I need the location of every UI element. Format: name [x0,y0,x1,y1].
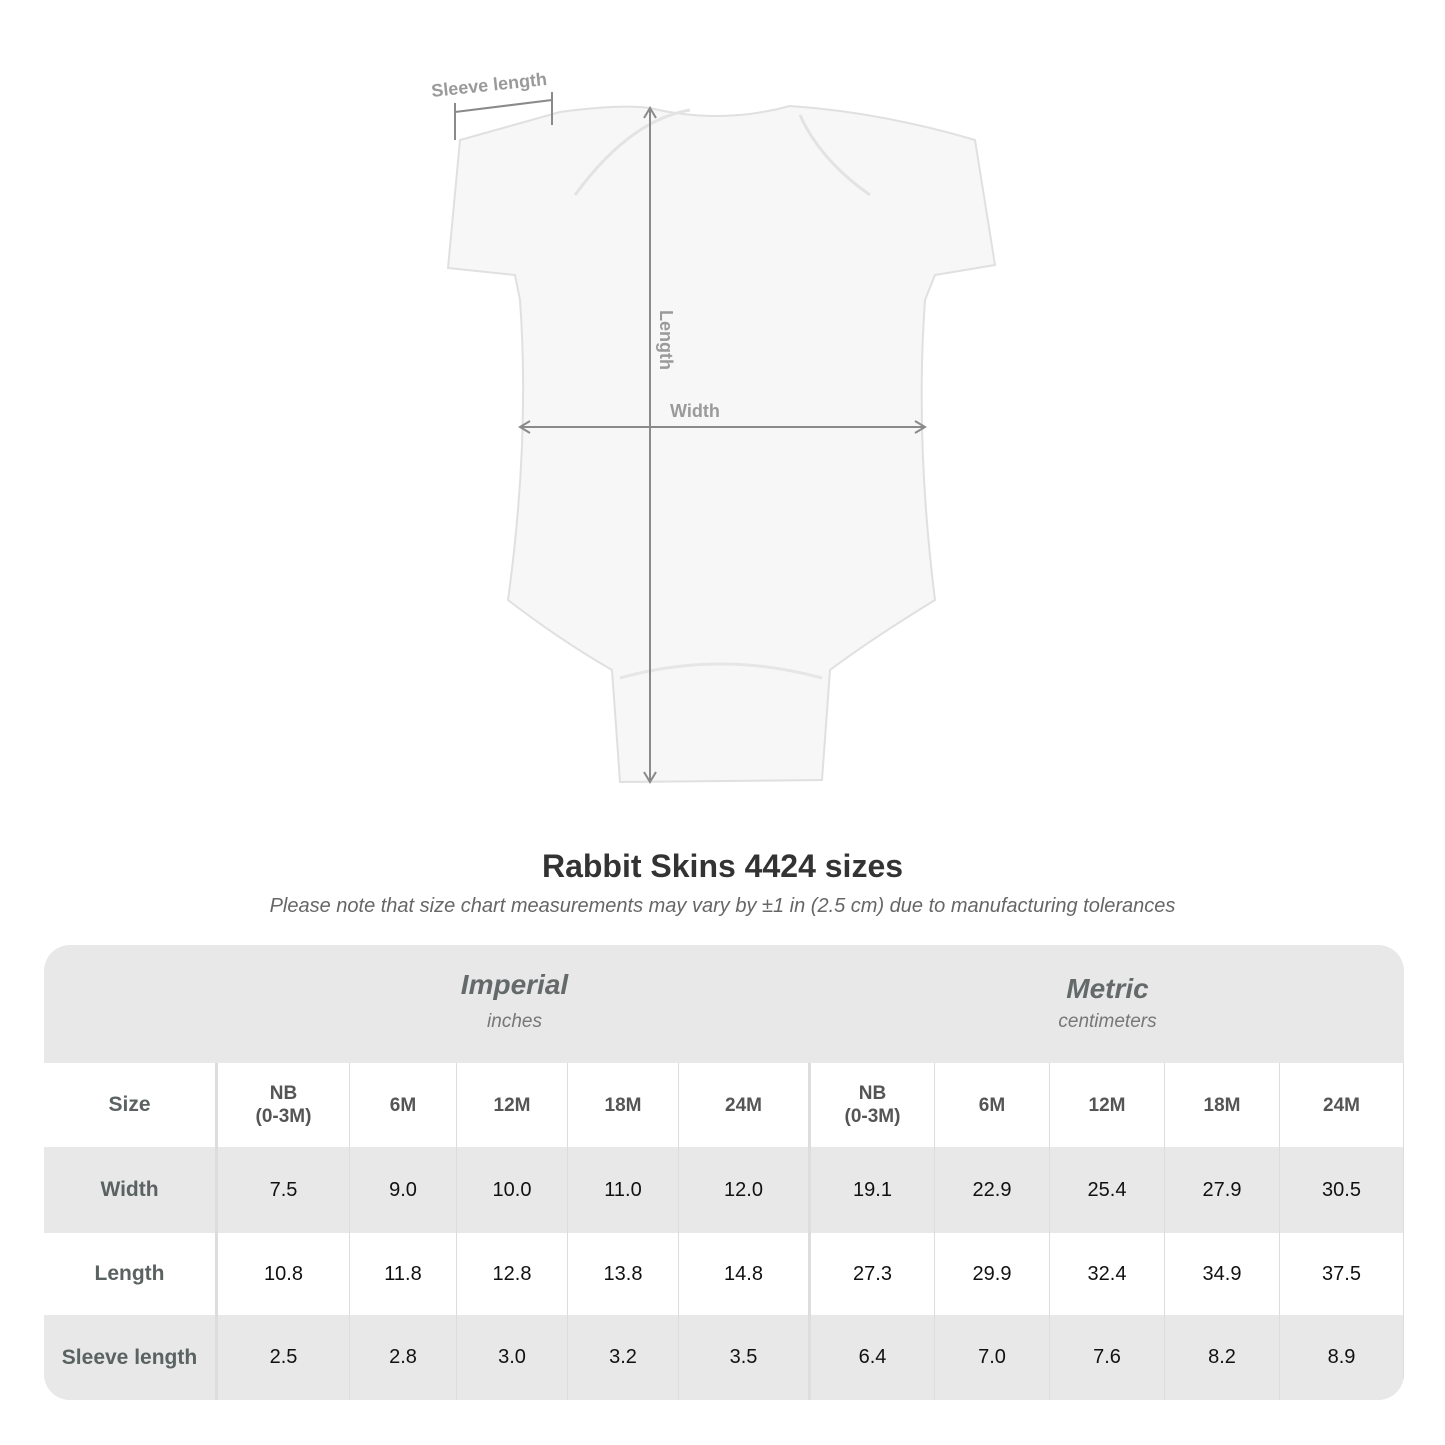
size-column-header: NB (0-3M) [218,1063,350,1147]
size-column-header: 24M [679,1063,811,1147]
size-column-header: 18M [1165,1063,1280,1147]
size-column-header: 12M [1050,1063,1165,1147]
table-cell: 10.8 [218,1233,350,1315]
table-cell: 10.0 [457,1147,568,1233]
table-cell: 14.8 [679,1233,811,1315]
row-label: Length [44,1233,218,1315]
size-column-header: 18M [568,1063,679,1147]
table-cell: 12.0 [679,1147,811,1233]
table-cell: 3.5 [679,1315,811,1400]
table-cell: 8.9 [1280,1315,1404,1400]
table-row: Sleeve length 2.5 2.8 3.0 3.2 3.5 6.4 7.0 7.6 8.2… [44,1315,1404,1400]
table-cell: 25.4 [1050,1147,1165,1233]
table-cell: 7.5 [218,1147,350,1233]
table-cell: 7.0 [935,1315,1050,1400]
metric-header: Metric centimeters [811,945,1404,1063]
onesie-diagram: Sleeve length Length Width [430,69,997,784]
table-row: Width 7.5 9.0 10.0 11.0 12.0 19.1 22.9 25.4 27.9 3… [44,1147,1404,1233]
onesie-image [446,104,997,784]
table-cell: 2.8 [350,1315,457,1400]
size-label: Size [44,1063,218,1147]
table-cell: 27.9 [1165,1147,1280,1233]
table-cell: 8.2 [1165,1315,1280,1400]
chart-title: Rabbit Skins 4424 sizes [541,848,904,884]
size-header-row: Size NB (0-3M) 6M 12M 18M 24M NB (0-3M) 6M 12M 18… [44,1063,1404,1147]
row-label: Width [44,1147,218,1233]
table-cell: 11.0 [568,1147,679,1233]
table-cell: 19.1 [811,1147,935,1233]
table-cell: 7.6 [1050,1315,1165,1400]
table-cell: 13.8 [568,1233,679,1315]
measurement-arrows [454,92,927,784]
size-column-header: 6M [935,1063,1050,1147]
table-cell: 3.0 [457,1315,568,1400]
width-label: Width [670,401,720,421]
tolerance-note: Please note that size chart measurements… [269,895,1176,917]
row-label: Sleeve length [44,1315,218,1400]
table-cell: 27.3 [811,1233,935,1315]
metric-title: Metric [1066,973,1149,1004]
metric-unit: centimeters [1058,1011,1157,1032]
table-cell: 29.9 [935,1233,1050,1315]
size-table: Imperial inches Metric centimeters Size N… [44,945,1404,1400]
size-column-header: 6M [350,1063,457,1147]
table-row: Length 10.8 11.8 12.8 13.8 14.8 27.3 29.9 32.4 34… [44,1233,1404,1315]
table-cell: 9.0 [350,1147,457,1233]
table-cell: 2.5 [218,1315,350,1400]
table-cell: 3.2 [568,1315,679,1400]
table-cell: 34.9 [1165,1233,1280,1315]
size-column-header: NB (0-3M) [811,1063,935,1147]
length-label: Length [656,310,676,370]
imperial-title: Imperial [460,969,569,1000]
imperial-header: Imperial inches [218,945,811,1063]
imperial-unit: inches [487,1011,542,1032]
table-cell: 32.4 [1050,1233,1165,1315]
table-cell: 11.8 [350,1233,457,1315]
sleeve-length-label: Sleeve length [430,69,548,101]
size-column-header: 24M [1280,1063,1404,1147]
size-column-header: 12M [457,1063,568,1147]
table-cell: 37.5 [1280,1233,1404,1315]
table-cell: 30.5 [1280,1147,1404,1233]
table-cell: 6.4 [811,1315,935,1400]
table-cell: 12.8 [457,1233,568,1315]
table-cell: 22.9 [935,1147,1050,1233]
